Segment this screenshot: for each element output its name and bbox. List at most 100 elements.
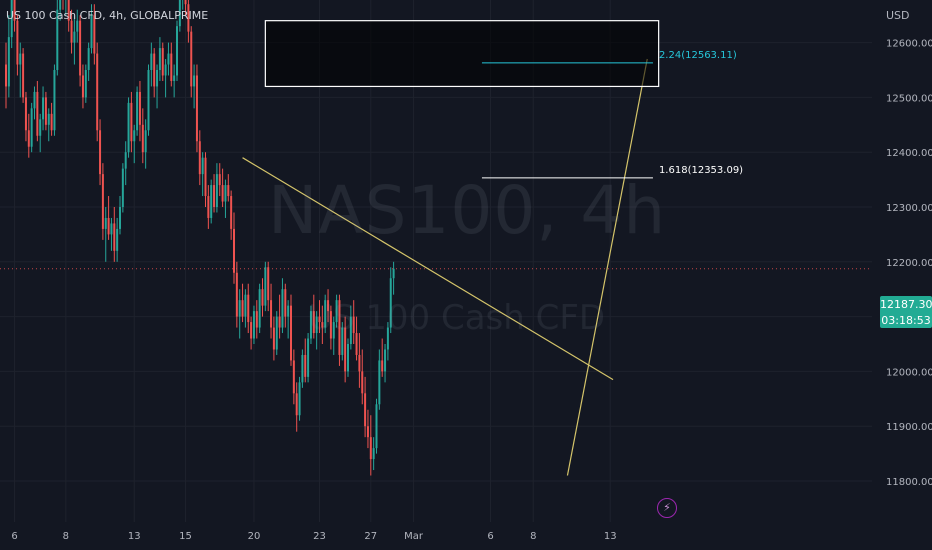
candle-body (119, 207, 121, 229)
candle-body (124, 152, 127, 169)
candle-body (19, 53, 22, 65)
last-price-value: 12187.30 (880, 298, 932, 311)
candle-body (176, 26, 178, 76)
candle-body (304, 354, 307, 377)
candle-body (184, 0, 187, 5)
candle-body (36, 91, 39, 136)
candle-body (5, 64, 7, 87)
candle-body (90, 15, 93, 49)
candle-body (392, 268, 395, 279)
price-axis-tick: 11900.00 (886, 422, 932, 433)
candle-body (67, 0, 70, 21)
candle-body (224, 185, 227, 202)
candle-body (187, 4, 190, 32)
candle-body (295, 393, 298, 416)
candle-body (221, 185, 224, 202)
candle-body (261, 289, 264, 306)
candle-body (133, 130, 136, 142)
candle-body (315, 316, 318, 334)
time-axis[interactable] (0, 522, 872, 550)
lightning-bolt-icon[interactable]: ⚡ (657, 498, 677, 518)
trend-line[interactable] (242, 157, 614, 381)
price-axis-tick: 12400.00 (886, 148, 932, 159)
candle-body (195, 75, 198, 142)
candle-body (378, 360, 381, 405)
candle-body (81, 75, 84, 98)
candle-body (241, 300, 244, 317)
candle-body (110, 223, 113, 235)
candle-body (389, 278, 392, 328)
candle-body (16, 20, 19, 65)
time-axis-tick: Mar (404, 531, 424, 542)
candle-body (144, 130, 147, 153)
candle-body (164, 64, 167, 76)
time-axis-tick: 6 (487, 531, 493, 542)
candle-body (375, 404, 378, 449)
candle-body (318, 316, 321, 323)
candle-body (210, 185, 213, 218)
candle-body (361, 371, 364, 394)
candle-body (24, 97, 27, 131)
candle-body (44, 97, 47, 125)
time-axis-tick: 13 (604, 531, 617, 542)
candle-body (270, 300, 273, 328)
candle-body (327, 300, 330, 312)
candle-body (341, 327, 344, 355)
candle-body (281, 289, 284, 328)
candle-body (193, 75, 196, 87)
candle-body (386, 327, 389, 350)
price-axis-tick: 12300.00 (886, 203, 932, 214)
candle-body (381, 360, 384, 372)
candle-body (70, 20, 73, 43)
fib-level-label: 2.24(12563.11) (659, 50, 737, 61)
candle-body (366, 426, 369, 438)
candle-body (204, 157, 207, 197)
candle-body (53, 70, 56, 131)
candle-body (141, 124, 144, 153)
candle-body (113, 223, 116, 251)
candle-body (230, 196, 233, 229)
candle-body (233, 228, 235, 273)
candle-body (307, 338, 310, 377)
candle-body (272, 327, 275, 350)
candle-body (161, 48, 164, 76)
candle-body (255, 311, 258, 328)
candle-body (201, 157, 204, 175)
candle-body (207, 196, 210, 218)
time-axis-tick: 27 (364, 531, 377, 542)
candle-body (198, 141, 201, 175)
candle-body (312, 311, 315, 334)
candle-body (309, 311, 312, 339)
candle-body (275, 316, 278, 350)
candle-body (292, 360, 295, 394)
fib-level-label: 1.618(12353.09) (659, 165, 743, 176)
candle-body (338, 300, 341, 355)
candle-body (278, 316, 281, 328)
candle-body (153, 53, 156, 87)
price-axis[interactable] (872, 0, 932, 550)
target-zone-rectangle[interactable] (264, 20, 660, 88)
candle-body (284, 289, 287, 317)
candle-body (178, 0, 181, 27)
candle-body (247, 294, 250, 323)
price-axis-tick: 11800.00 (886, 477, 932, 488)
price-axis-tick: 12200.00 (886, 258, 932, 269)
candle-body (238, 300, 241, 317)
candle-body (13, 0, 16, 21)
candle-body (250, 322, 253, 339)
candle-body (347, 344, 349, 372)
candle-body (167, 53, 170, 65)
trend-line[interactable] (566, 58, 648, 476)
candle-body (156, 70, 159, 87)
time-axis-tick: 6 (11, 531, 17, 542)
candle-body (332, 322, 335, 339)
candle-body (76, 20, 79, 32)
description-watermark: US 100 Cash CFD (308, 298, 606, 338)
candle-body (372, 448, 375, 460)
candle-body (47, 113, 50, 125)
candle-body (190, 31, 193, 87)
time-axis-tick: 15 (179, 531, 192, 542)
candle-body (287, 305, 290, 317)
candle-body (335, 300, 338, 323)
